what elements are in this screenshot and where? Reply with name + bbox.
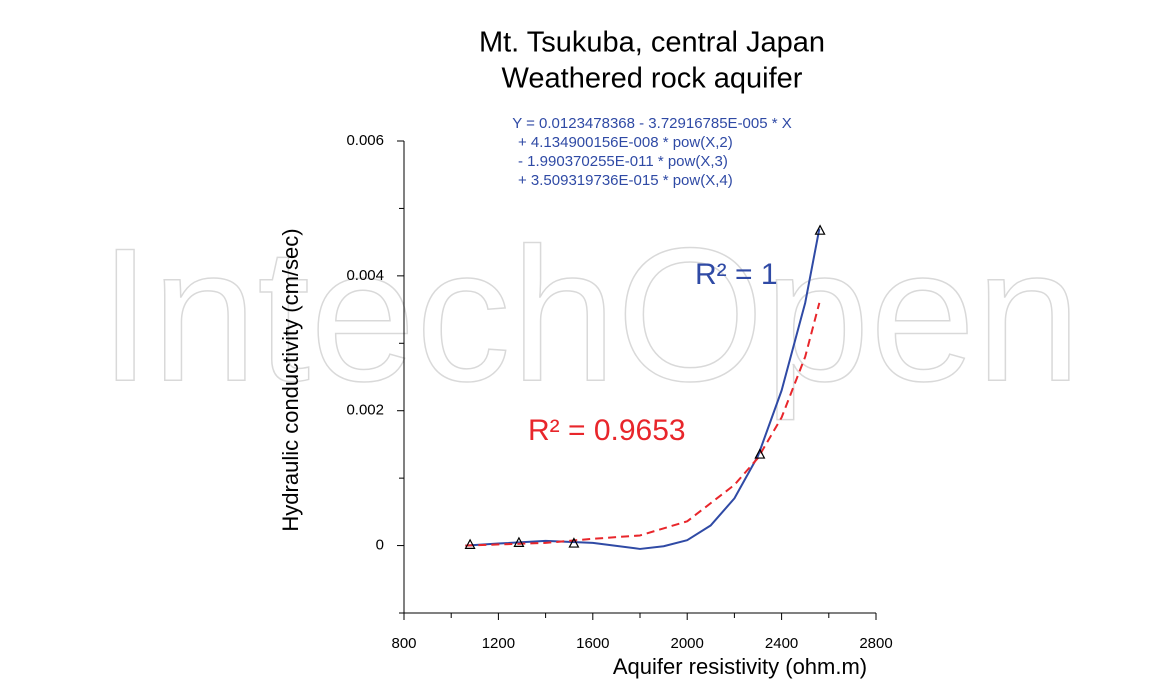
y-tick-label: 0.002 [346, 402, 384, 419]
x-tick-label: 2800 [859, 635, 892, 652]
data-point [754, 448, 766, 459]
y-tick-label: 0 [376, 537, 384, 554]
data-point [814, 224, 826, 235]
fit-line [465, 302, 821, 547]
annotation: R² = 1 [695, 258, 778, 291]
equation: Y = 0.0123478368 - 3.72916785E-005 * X [512, 115, 792, 132]
fit-line [465, 228, 821, 550]
x-tick-label: 800 [391, 635, 416, 652]
y-tick-label: 0.004 [346, 267, 384, 284]
chart-title: Weathered rock aquifer [502, 63, 803, 95]
y-axis-label: Hydraulic conductivity (cm/sec) [278, 228, 303, 531]
equation: - 1.990370255E-011 * pow(X,3) [518, 153, 728, 170]
equation: + 3.509319736E-015 * pow(X,4) [518, 172, 733, 189]
x-tick-label: 2400 [765, 635, 798, 652]
chart-title: Mt. Tsukuba, central Japan [479, 27, 825, 59]
x-tick-label: 1200 [482, 635, 515, 652]
data-point [464, 538, 476, 549]
equation: + 4.134900156E-008 * pow(X,2) [518, 134, 733, 151]
x-axis-label: Aquifer resistivity (ohm.m) [613, 654, 867, 679]
y-tick-label: 0.006 [346, 132, 384, 149]
x-tick-label: 2000 [671, 635, 704, 652]
annotation: R² = 0.9653 [528, 414, 686, 447]
data-point [513, 536, 525, 547]
x-tick-label: 1600 [576, 635, 609, 652]
data-point [568, 537, 580, 548]
watermark: IntechOpen [99, 209, 1081, 421]
